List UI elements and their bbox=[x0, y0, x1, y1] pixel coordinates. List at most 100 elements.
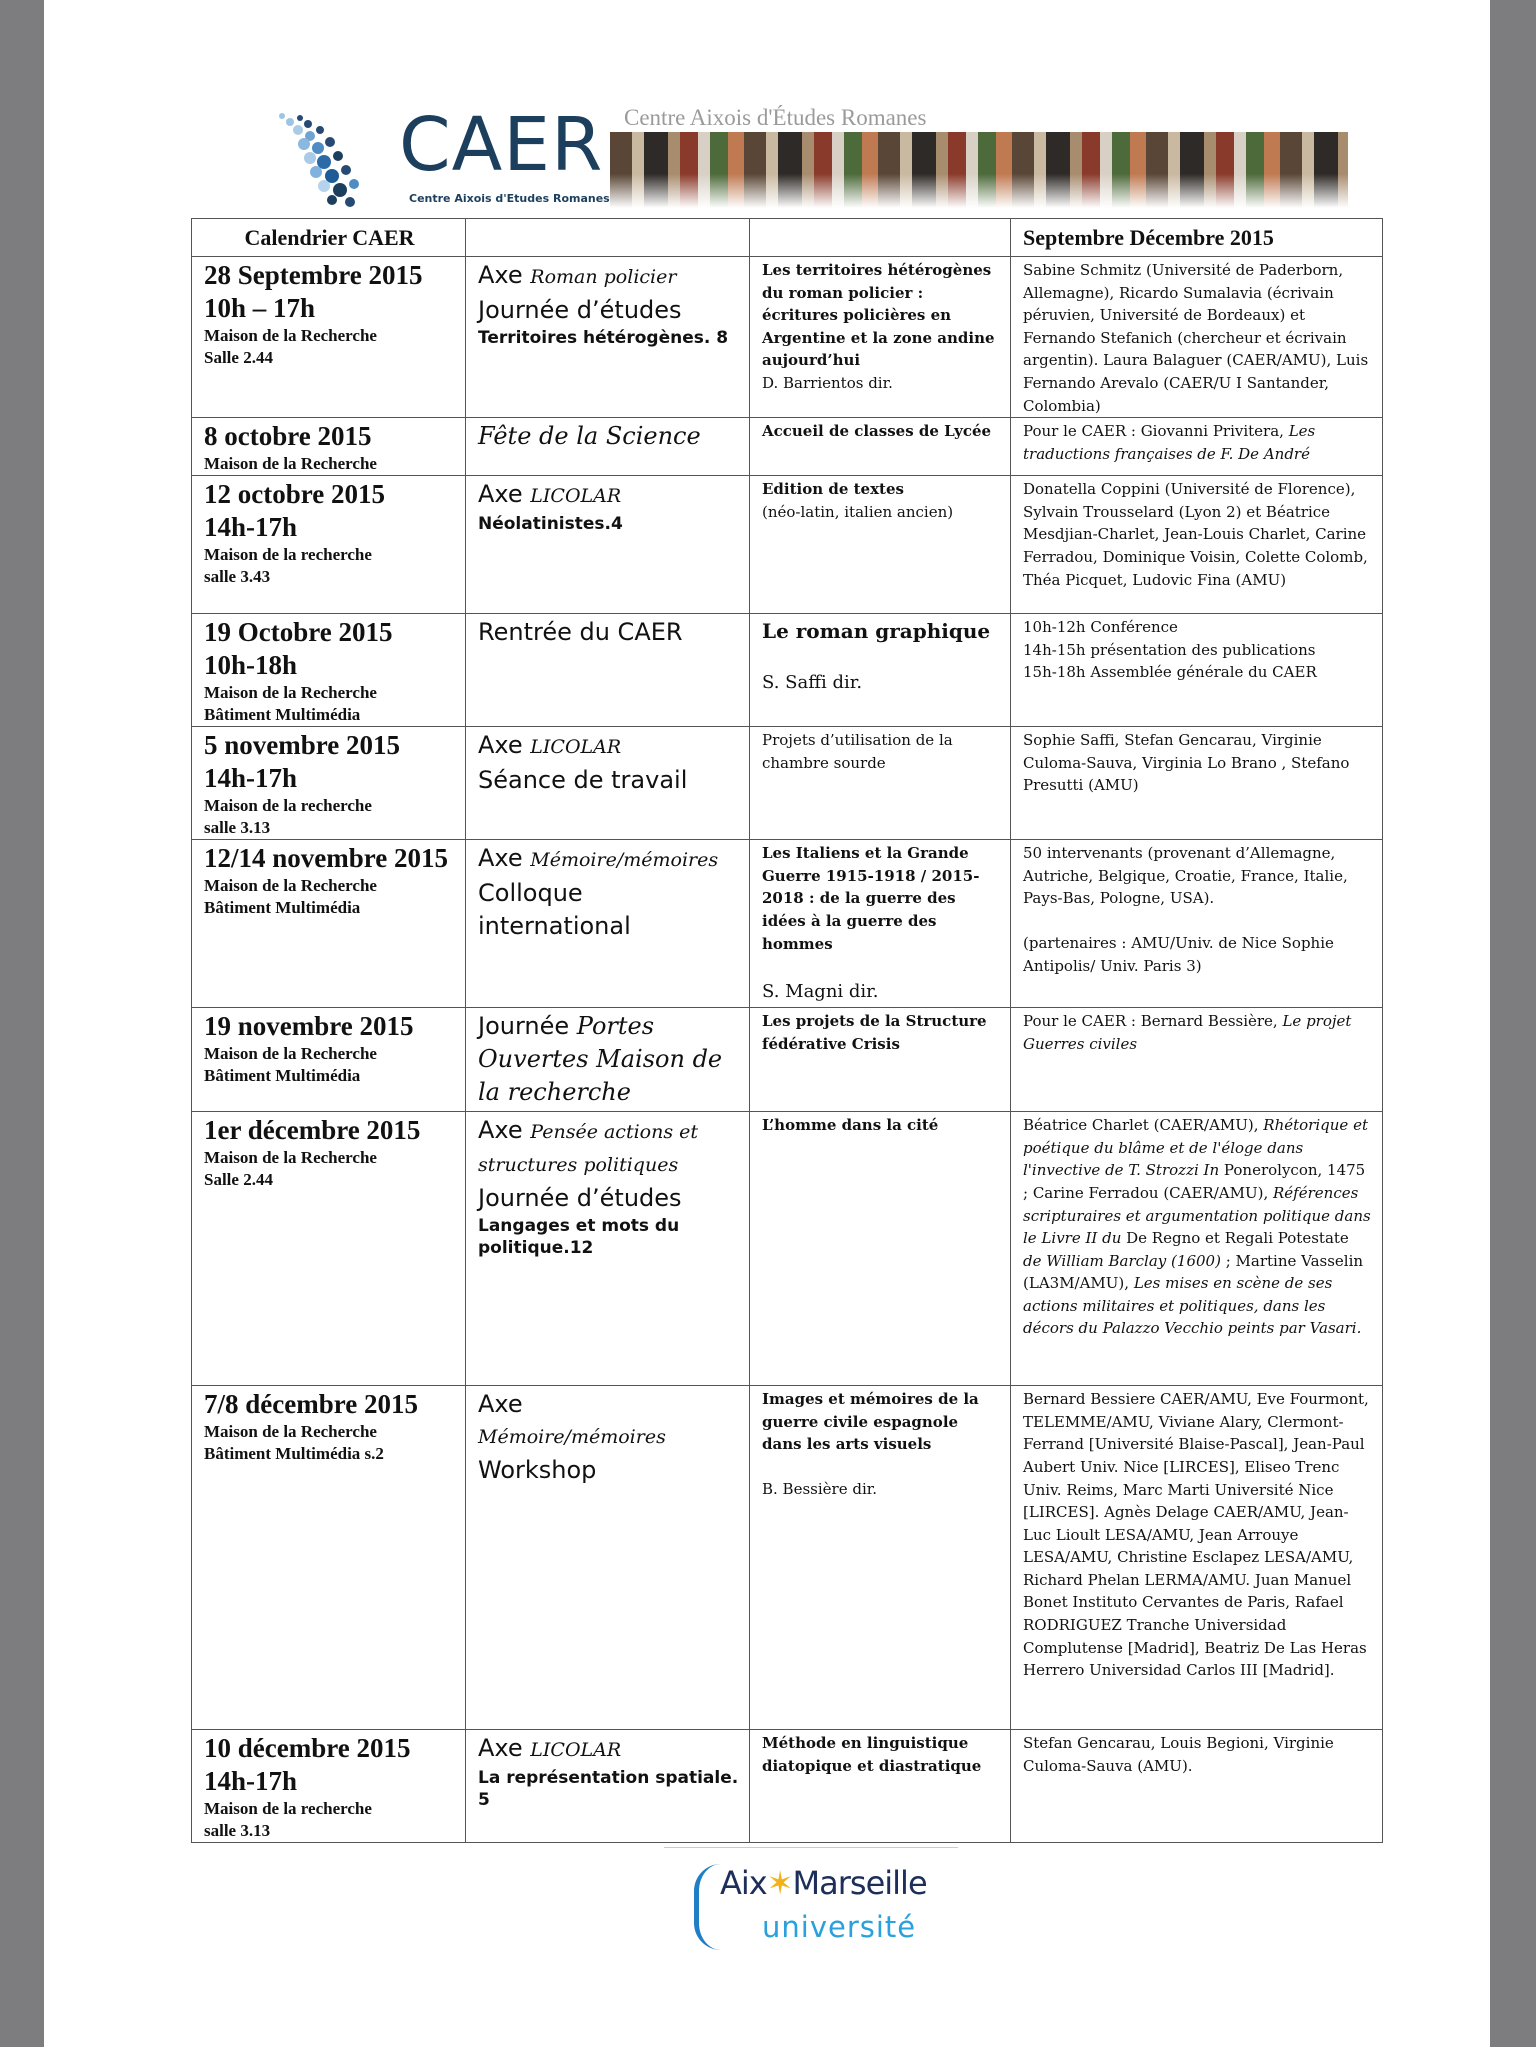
text-span: 50 intervenants (provenant d’Allemagne, … bbox=[1023, 844, 1348, 908]
text-block: Maison de la Recherche bbox=[204, 325, 455, 347]
text-block: S. Saffi dir. bbox=[762, 668, 1000, 698]
header-cell bbox=[465, 218, 750, 257]
event-cell: Axe LICOLAR La représentation spatiale. 5 bbox=[465, 1729, 750, 1844]
text-span: Les territoires hétérogènes du roman pol… bbox=[762, 261, 995, 370]
text-span: 12 octobre 2015 bbox=[204, 479, 385, 510]
text-span: 19 novembre 2015 bbox=[204, 1011, 414, 1042]
hexagon-dot bbox=[279, 113, 285, 119]
text-span: Pensée actions et structures politiques bbox=[478, 1121, 698, 1177]
text-block: Bâtiment Multimédia bbox=[204, 1065, 455, 1087]
text-block: 12/14 novembre 2015 bbox=[204, 842, 455, 875]
event-cell: Axe Roman policier Journée d’études Territ… bbox=[465, 255, 750, 419]
text-block: Maison de la Recherche bbox=[204, 1043, 455, 1065]
topic-cell: Edition de textes (néo-latin, italien anc… bbox=[749, 475, 1011, 615]
text-span: Bâtiment Multimédia bbox=[204, 705, 361, 725]
text-block: Accueil de classes de Lycée bbox=[762, 420, 1000, 443]
logo-aix: Aix bbox=[720, 1864, 768, 1902]
table-row: 1er décembre 2015 Maison de la Recherche S… bbox=[191, 1111, 1383, 1387]
text-block: La représentation spatiale. 5 bbox=[478, 1767, 739, 1811]
text-block: Workshop bbox=[478, 1454, 739, 1487]
event-cell: Axe LICOLAR Néolatinistes.4 bbox=[465, 475, 750, 615]
text-block: Béatrice Charlet (CAER/AMU), Rhétorique … bbox=[1023, 1114, 1372, 1340]
text-span: 5 novembre 2015 bbox=[204, 730, 400, 761]
event-cell: Rentrée du CAER bbox=[465, 613, 750, 728]
text-span: Rentrée du CAER bbox=[478, 618, 683, 647]
text-span: Pour le CAER : Bernard Bessière, bbox=[1023, 1012, 1283, 1031]
text-span: Axe bbox=[478, 1734, 531, 1763]
hexagon-dot bbox=[310, 166, 322, 178]
participants-cell: Sophie Saffi, Stefan Gencarau, Virginie … bbox=[1010, 726, 1383, 841]
text-block: Axe LICOLAR bbox=[478, 1732, 739, 1767]
text-span: Maison de la Recherche bbox=[204, 1044, 377, 1064]
text-span: Bâtiment Multimédia bbox=[204, 1066, 361, 1086]
text-span: Maison de la Recherche bbox=[204, 876, 377, 896]
hexagon-dot bbox=[312, 142, 324, 154]
hexagon-dot bbox=[349, 179, 359, 189]
topic-cell: Images et mémoires de la guerre civile e… bbox=[749, 1385, 1011, 1731]
text-block: 15h-18h Assemblée générale du CAER bbox=[1023, 661, 1372, 684]
text-span: La représentation spatiale. 5 bbox=[478, 1768, 739, 1811]
date-cell: 19 Octobre 2015 10h-18h Maison de la Reche… bbox=[191, 613, 466, 728]
text-block: Le roman graphique bbox=[762, 616, 1000, 646]
text-span: 10 décembre 2015 bbox=[204, 1733, 411, 1764]
hexagon-dot bbox=[345, 197, 355, 207]
text-block: Colloque international bbox=[478, 877, 739, 943]
text-span: Accueil de classes de Lycée bbox=[762, 422, 992, 441]
text-block: Les Italiens et la Grande Guerre 1915-19… bbox=[762, 842, 1000, 955]
text-span: (néo-latin, italien ancien) bbox=[762, 502, 954, 521]
text-span: B. Bessière dir. bbox=[762, 1479, 878, 1498]
text-span: L’homme dans la cité bbox=[762, 1116, 939, 1135]
table-row: 19 Octobre 2015 10h-18h Maison de la Reche… bbox=[191, 613, 1383, 728]
hexagon-dot bbox=[286, 118, 294, 126]
text-block: 10h-18h bbox=[204, 649, 455, 682]
text-block: Journée Portes Ouvertes Maison de la rec… bbox=[478, 1010, 739, 1109]
text-block: Axe Pensée actions et structures politiq… bbox=[478, 1114, 739, 1182]
text-block: 5 novembre 2015 bbox=[204, 729, 455, 762]
text-span: Axe bbox=[478, 1116, 531, 1145]
text-span: Les projets de la Structure fédérative C… bbox=[762, 1012, 987, 1053]
text-span: Les traductions françaises de F. De Andr… bbox=[1023, 422, 1316, 463]
participants-cell: Bernard Bessiere CAER/AMU, Eve Fourmont,… bbox=[1010, 1385, 1383, 1731]
text-span: Bernard Bessiere CAER/AMU, Eve Fourmont,… bbox=[1023, 1390, 1369, 1680]
hexagon-dot bbox=[304, 120, 312, 128]
text-span: LICOLAR bbox=[530, 1739, 622, 1762]
event-cell: Axe Mémoire/mémoires Workshop bbox=[465, 1385, 750, 1731]
logo-name: CAER bbox=[399, 102, 604, 188]
text-span: Maison de la recherche bbox=[204, 1799, 372, 1819]
document-page: CAER Centre Aixois d'Etudes Romanes Cent… bbox=[44, 0, 1490, 2047]
text-span: Portes Ouvertes Maison de la recherche bbox=[478, 1012, 723, 1107]
participants-cell: Stefan Gencarau, Louis Begioni, Virginie… bbox=[1010, 1729, 1383, 1844]
logo-universite: université bbox=[762, 1910, 917, 1944]
text-block: B. Bessière dir. bbox=[762, 1478, 1000, 1501]
text-span: Langages et mots du politique.12 bbox=[478, 1216, 680, 1259]
text-block bbox=[762, 955, 1000, 977]
text-span: 14h-17h bbox=[204, 1766, 298, 1797]
event-cell: Axe Pensée actions et structures politiq… bbox=[465, 1111, 750, 1387]
text-block: salle 3.43 bbox=[204, 566, 455, 588]
text-block: 28 Septembre 2015 bbox=[204, 259, 455, 292]
text-block: Salle 2.44 bbox=[204, 347, 455, 369]
text-span: Colloque international bbox=[478, 879, 631, 941]
text-span: Maison de la Recherche bbox=[204, 326, 377, 345]
text-block bbox=[762, 1456, 1000, 1478]
text-span: 12/14 novembre 2015 bbox=[204, 843, 448, 874]
text-span: Journée d’études bbox=[478, 1184, 682, 1213]
text-block: Maison de la Recherche bbox=[204, 1421, 455, 1443]
text-block: Sophie Saffi, Stefan Gencarau, Virginie … bbox=[1023, 729, 1372, 797]
hexagon-cluster-icon bbox=[279, 113, 359, 207]
text-span: Roman policier bbox=[530, 266, 677, 288]
text-span: Journée d’études bbox=[478, 296, 682, 324]
text-block: Séance de travail bbox=[478, 764, 739, 797]
text-block: 14h-17h bbox=[204, 1765, 455, 1798]
text-block: 19 novembre 2015 bbox=[204, 1010, 455, 1043]
date-cell: 5 novembre 2015 14h-17h Maison de la reche… bbox=[191, 726, 466, 841]
participants-cell: Pour le CAER : Giovanni Privitera, Les t… bbox=[1010, 417, 1383, 477]
hexagon-dot bbox=[333, 151, 343, 161]
text-block: (néo-latin, italien ancien) bbox=[762, 501, 1000, 524]
topic-cell: Méthode en linguistique diatopique et di… bbox=[749, 1729, 1011, 1844]
text-span: 1er décembre 2015 bbox=[204, 1115, 421, 1146]
text-block: Bâtiment Multimédia s.2 bbox=[204, 1443, 455, 1465]
text-span: Séance de travail bbox=[478, 766, 688, 795]
text-span: Axe bbox=[478, 480, 531, 509]
topic-cell: Projets d’utilisation de la chambre sour… bbox=[749, 726, 1011, 841]
